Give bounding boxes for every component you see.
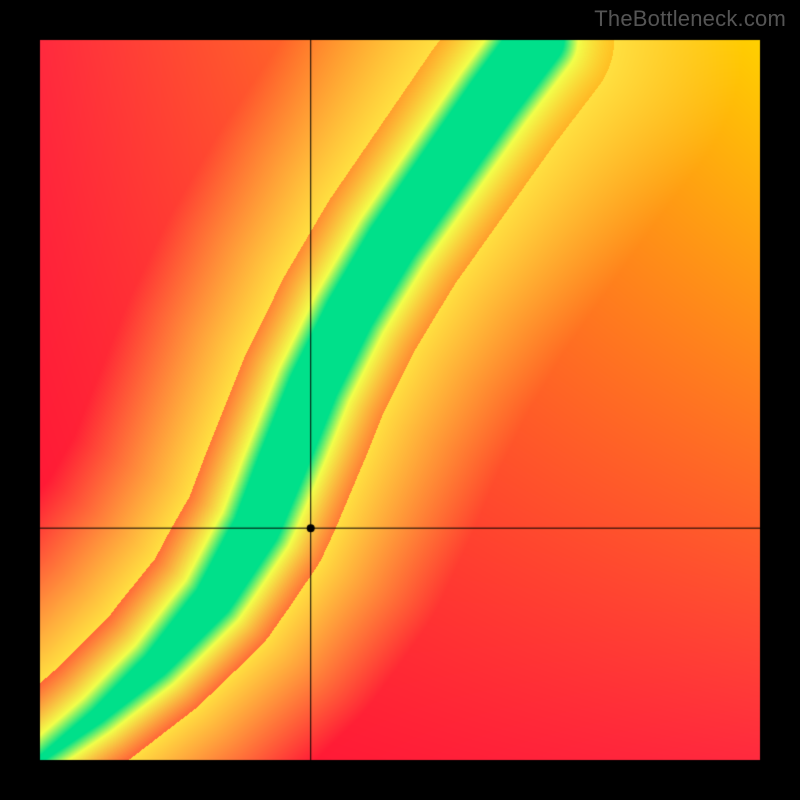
bottleneck-heatmap — [0, 0, 800, 800]
watermark-text: TheBottleneck.com — [594, 6, 786, 32]
chart-container: TheBottleneck.com — [0, 0, 800, 800]
